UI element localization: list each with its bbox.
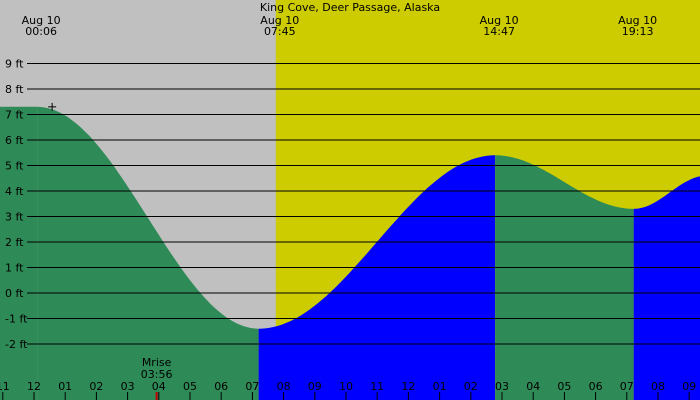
x-tick-label: 11 [0, 380, 10, 393]
y-tick-label: 6 ft [5, 134, 24, 147]
x-axis-labels: 11 12 01 02 03 04 05 06 07 08 09 10 11 12 01 02 03 04 05 06… [0, 380, 696, 400]
extrema-date-label: Aug 10 [480, 14, 519, 27]
x-tick-label: 08 [277, 380, 291, 393]
extrema-time-label: 07:45 [264, 25, 296, 38]
rising-tide-area [633, 176, 700, 400]
x-tick-label: 04 [152, 380, 166, 393]
y-tick-label: 7 ft [5, 109, 24, 122]
x-tick-label: 01 [58, 380, 72, 393]
x-tick-label: 04 [526, 380, 540, 393]
y-tick-label: 9 ft [5, 58, 24, 71]
y-tick-label: 5 ft [5, 160, 24, 173]
x-tick-label: 12 [401, 380, 415, 393]
y-tick-label: -2 ft [5, 338, 28, 351]
y-tick-label: 4 ft [5, 185, 24, 198]
grid-lines [27, 63, 700, 345]
extrema-time-label: 00:06 [25, 25, 57, 38]
x-tick-label: 07 [620, 380, 634, 393]
y-tick-label: 3 ft [5, 211, 24, 224]
x-tick-label: 03 [495, 380, 509, 393]
chart-title: King Cove, Deer Passage, Alaska [260, 1, 440, 14]
y-tick-label: 0 ft [5, 287, 24, 300]
y-tick-label: 1 ft [5, 262, 24, 275]
x-tick-label: 03 [121, 380, 135, 393]
moonrise-label: Mrise [142, 356, 172, 369]
extrema-date-label: Aug 10 [618, 14, 657, 27]
y-tick-label: 2 ft [5, 236, 24, 249]
extrema-date-label: Aug 10 [22, 14, 61, 27]
extrema-time-label: 14:47 [483, 25, 515, 38]
y-tick-label: 8 ft [5, 83, 24, 96]
falling-tide-area [0, 106, 38, 400]
x-tick-label: 11 [370, 380, 384, 393]
x-tick-label: 06 [214, 380, 228, 393]
falling-tide-area [37, 106, 259, 400]
x-tick-label: 12 [27, 380, 41, 393]
x-tick-label: 08 [651, 380, 665, 393]
x-tick-label: 05 [183, 380, 197, 393]
x-tick-label: 09 [682, 380, 696, 393]
x-tick-label: 09 [308, 380, 322, 393]
x-tick-label: 07 [245, 380, 259, 393]
moonrise-time: 03:56 [141, 368, 173, 381]
y-axis-labels: 9 ft 8 ft 7 ft 6 ft 5 ft 4 ft 3 ft 2 ft 1 ft 0 ft… [5, 58, 28, 352]
x-tick-label: 02 [464, 380, 478, 393]
x-tick-label: 06 [589, 380, 603, 393]
x-tick-label: 02 [89, 380, 103, 393]
x-tick-label: 01 [433, 380, 447, 393]
x-tick-label: 05 [557, 380, 571, 393]
extrema-date-label: Aug 10 [260, 14, 299, 27]
extrema-time-label: 19:13 [622, 25, 654, 38]
y-tick-label: -1 ft [5, 313, 28, 326]
x-tick-label: 10 [339, 380, 353, 393]
